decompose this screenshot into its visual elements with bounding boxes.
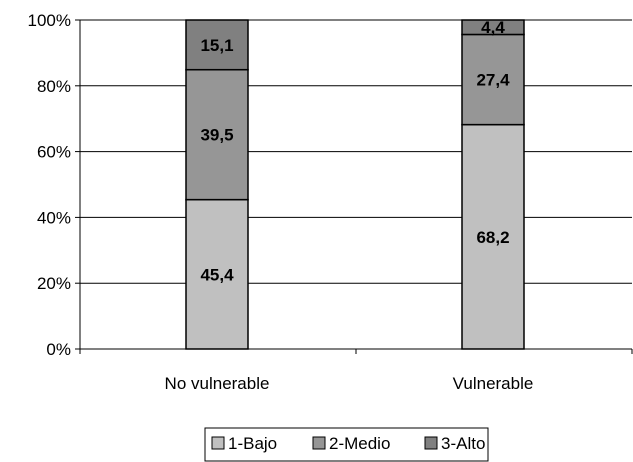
data-label: 45,4 <box>200 265 234 284</box>
axes <box>79 20 633 354</box>
legend-entry: 2-Medio <box>329 434 390 453</box>
y-tick-label: 20% <box>37 274 71 293</box>
bar-segment <box>185 19 249 71</box>
y-tick-label: 40% <box>37 208 71 227</box>
legend-swatch <box>211 436 225 450</box>
legend-swatch <box>312 436 326 450</box>
legend: 1-Bajo 2-Medio 3-Alto <box>204 427 489 462</box>
legend-entry: 3-Alto <box>441 434 485 453</box>
y-tick-label: 0% <box>46 340 71 359</box>
gridlines <box>80 19 632 284</box>
y-tick-label: 60% <box>37 143 71 162</box>
bar-segment <box>461 19 525 36</box>
bar-segment <box>185 198 249 350</box>
data-label: 68,2 <box>476 228 509 247</box>
bar-segment <box>461 123 525 350</box>
legend-swatch <box>424 436 438 450</box>
x-axis-labels: No vulnerable Vulnerable <box>165 374 534 393</box>
legend-entry: 1-Bajo <box>228 434 277 453</box>
data-label: 27,4 <box>476 71 510 90</box>
y-axis-ticks: 0% 20% 40% 60% 80% 100% <box>28 11 80 359</box>
legend-box <box>204 427 489 462</box>
x-tick-label: No vulnerable <box>165 374 270 393</box>
data-label: 4,4 <box>481 18 505 37</box>
y-tick-label: 80% <box>37 77 71 96</box>
bars: 45,4 39,5 15,1 68,2 27,4 4,4 <box>185 18 525 350</box>
data-label: 15,1 <box>200 36 233 55</box>
x-tick-label: Vulnerable <box>453 374 534 393</box>
bar-segment <box>461 33 525 126</box>
y-tick-label: 100% <box>28 11 71 30</box>
bar-segment <box>185 68 249 201</box>
data-label: 39,5 <box>200 126 233 145</box>
